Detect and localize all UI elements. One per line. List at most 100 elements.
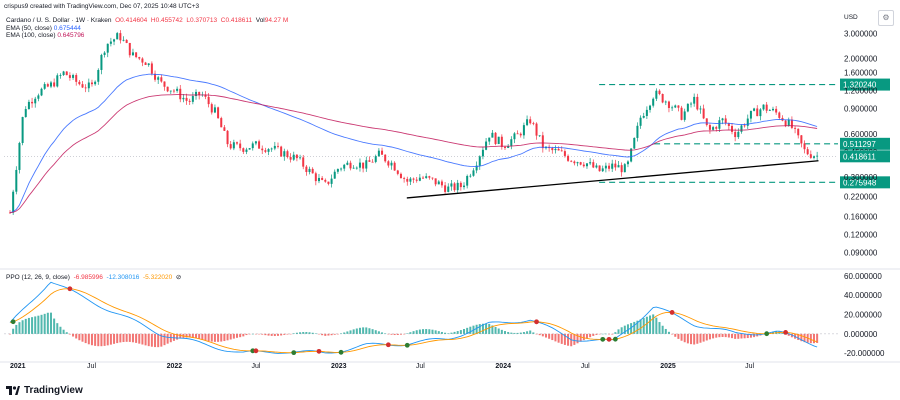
candle-body[interactable] <box>642 115 645 118</box>
candle-body[interactable] <box>365 160 368 169</box>
candle-body[interactable] <box>450 183 453 187</box>
candle-body[interactable] <box>283 151 286 157</box>
candle-body[interactable] <box>273 145 276 149</box>
candle-body[interactable] <box>267 149 270 152</box>
candle-body[interactable] <box>157 77 160 80</box>
candle-body[interactable] <box>94 81 97 85</box>
candle-body[interactable] <box>576 162 579 164</box>
candle-body[interactable] <box>280 146 283 157</box>
candle-body[interactable] <box>185 97 188 101</box>
candle-body[interactable] <box>803 143 806 150</box>
candle-body[interactable] <box>242 148 245 152</box>
candle-body[interactable] <box>626 161 629 165</box>
candle-body[interactable] <box>191 96 194 102</box>
candle-body[interactable] <box>122 39 125 41</box>
candle-body[interactable] <box>696 96 699 110</box>
candle-body[interactable] <box>478 156 481 166</box>
candle-body[interactable] <box>305 166 308 173</box>
candle-body[interactable] <box>314 173 317 182</box>
candle-body[interactable] <box>746 118 749 126</box>
candle-body[interactable] <box>324 179 327 182</box>
candle-body[interactable] <box>538 135 541 137</box>
candle-body[interactable] <box>617 165 620 168</box>
candle-body[interactable] <box>299 157 302 159</box>
candle-body[interactable] <box>213 107 216 113</box>
candle-body[interactable] <box>715 127 718 129</box>
candle-body[interactable] <box>138 57 141 59</box>
candle-body[interactable] <box>15 169 18 192</box>
ppo-signal-line[interactable] <box>9 288 818 354</box>
candle-body[interactable] <box>333 171 336 179</box>
candle-body[interactable] <box>12 191 15 213</box>
candle-body[interactable] <box>806 149 809 155</box>
candle-body[interactable] <box>37 95 40 99</box>
candle-body[interactable] <box>444 185 447 192</box>
candle-body[interactable] <box>431 177 434 179</box>
candle-body[interactable] <box>633 137 636 149</box>
candle-body[interactable] <box>27 101 30 110</box>
candle-body[interactable] <box>469 175 472 177</box>
candle-body[interactable] <box>699 108 702 110</box>
candle-body[interactable] <box>418 177 421 181</box>
candle-body[interactable] <box>425 176 428 178</box>
candle-body[interactable] <box>759 109 762 117</box>
candle-body[interactable] <box>630 148 633 162</box>
candle-body[interactable] <box>775 108 778 113</box>
candle-body[interactable] <box>340 168 343 170</box>
candle-body[interactable] <box>144 62 147 65</box>
candle-body[interactable] <box>81 84 84 88</box>
candle-body[interactable] <box>816 155 819 157</box>
candle-body[interactable] <box>182 97 185 100</box>
candle-body[interactable] <box>154 73 157 80</box>
candle-body[interactable] <box>683 111 686 120</box>
candle-body[interactable] <box>494 132 497 144</box>
ema50-line[interactable] <box>9 73 818 214</box>
candle-body[interactable] <box>166 86 169 92</box>
candle-body[interactable] <box>522 125 525 136</box>
candle-body[interactable] <box>254 141 257 144</box>
candle-body[interactable] <box>113 39 116 42</box>
candle-body[interactable] <box>718 120 721 129</box>
candle-body[interactable] <box>65 71 68 76</box>
candle-body[interactable] <box>671 107 674 109</box>
candle-body[interactable] <box>434 178 437 185</box>
candle-body[interactable] <box>570 160 573 162</box>
candle-body[interactable] <box>620 165 623 173</box>
candle-body[interactable] <box>557 148 560 151</box>
candle-body[interactable] <box>507 146 510 148</box>
candle-body[interactable] <box>491 132 494 138</box>
candle-body[interactable] <box>377 150 380 157</box>
candle-body[interactable] <box>554 148 557 151</box>
candle-body[interactable] <box>485 141 488 150</box>
candle-body[interactable] <box>526 119 529 126</box>
candle-body[interactable] <box>740 125 743 132</box>
candle-body[interactable] <box>560 150 563 152</box>
candle-body[interactable] <box>592 162 595 168</box>
candle-body[interactable] <box>611 163 614 169</box>
candle-body[interactable] <box>179 88 182 100</box>
candle-body[interactable] <box>90 82 93 85</box>
candle-body[interactable] <box>708 125 711 130</box>
candle-body[interactable] <box>103 52 106 55</box>
candle-body[interactable] <box>78 81 81 85</box>
candle-body[interactable] <box>563 151 566 156</box>
candle-body[interactable] <box>204 94 207 97</box>
candle-body[interactable] <box>636 125 639 138</box>
candle-body[interactable] <box>223 127 226 131</box>
candle-body[interactable] <box>160 77 163 82</box>
candle-body[interactable] <box>106 43 109 53</box>
candle-body[interactable] <box>46 84 49 87</box>
candle-body[interactable] <box>797 128 800 136</box>
candle-body[interactable] <box>116 33 119 40</box>
ppo-line[interactable] <box>9 281 818 354</box>
candle-body[interactable] <box>258 141 261 149</box>
candle-body[interactable] <box>604 165 607 169</box>
candle-body[interactable] <box>762 104 765 110</box>
visibility-icon[interactable]: ⊘ <box>175 274 182 281</box>
candle-body[interactable] <box>292 154 295 160</box>
candle-body[interactable] <box>387 161 390 166</box>
candle-body[interactable] <box>529 119 532 124</box>
candle-body[interactable] <box>150 63 153 74</box>
candle-body[interactable] <box>302 157 305 167</box>
candle-body[interactable] <box>447 186 450 192</box>
